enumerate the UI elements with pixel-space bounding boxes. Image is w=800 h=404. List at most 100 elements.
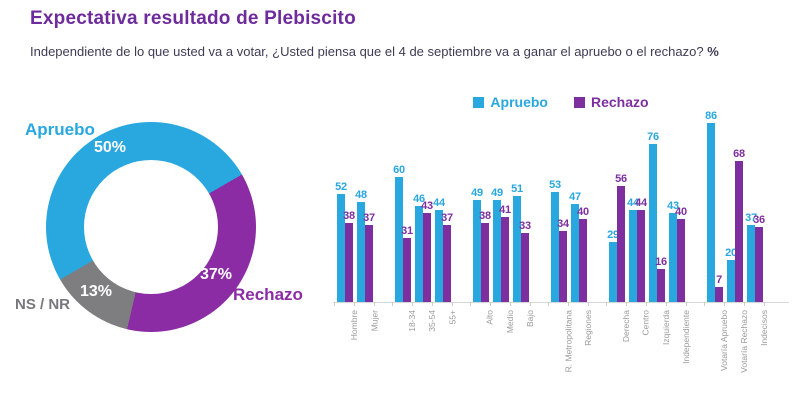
bar-apruebo: 76: [647, 132, 659, 302]
bar-rechazo: 41: [499, 205, 511, 302]
bar-category: 51 33 Bajo: [510, 110, 535, 327]
bar-value-label: 34: [557, 218, 569, 230]
bar-apruebo: 53: [549, 180, 561, 302]
bar-category: 29 56 Derecha: [606, 110, 631, 342]
bar-apruebo: 48: [355, 190, 367, 302]
bar-value-label: 40: [577, 206, 589, 218]
category-axis-label: Bajo: [525, 310, 535, 328]
bar-rechazo: 7: [715, 275, 723, 302]
bar-value-label: 68: [733, 148, 745, 160]
bar-value-label: 47: [569, 191, 581, 203]
category-axis-label: Regiones: [583, 310, 593, 346]
bar-value-label: 41: [499, 204, 511, 216]
bar-apruebo: 60: [393, 165, 405, 302]
bar-rechazo: 37: [441, 213, 453, 302]
category-axis-label: R. Metropolitana: [563, 310, 573, 373]
bar-value-label: 7: [716, 274, 722, 286]
donut-label-apruebo: Apruebo: [25, 120, 95, 139]
bar-value-label: 86: [705, 110, 717, 122]
donut-value-nsnr: 13%: [80, 283, 113, 300]
bar-rechazo: 31: [401, 226, 413, 302]
bar-value-label: 33: [519, 220, 531, 232]
bar-apruebo: 37: [745, 213, 757, 302]
bar-rechazo: 40: [577, 207, 589, 302]
bar-value-label: 52: [335, 181, 347, 193]
bar-rechazo: 38: [479, 211, 491, 302]
bar-rechazo: 34: [557, 219, 569, 302]
bar-value-label: 37: [363, 212, 375, 224]
bar-group: 53 34 R. Metropolitana 47 40 Regiones: [548, 110, 593, 372]
bar-value-label: 37: [441, 212, 453, 224]
bar-rechazo: 56: [615, 174, 627, 302]
bar-category: 49 41 Medio: [490, 110, 515, 333]
legend-swatch-rechazo: [573, 96, 585, 108]
bar-rechazo: 38: [343, 211, 355, 302]
bar-apruebo: 52: [335, 182, 347, 302]
bar-rechazo: 40: [675, 207, 687, 302]
bar-value-label: 20: [725, 247, 737, 259]
bar-category: 44 37 55+: [432, 110, 457, 324]
bar-category: 43 40 Independiente: [666, 110, 691, 364]
bar-category: 49 38 Alto: [470, 110, 495, 325]
subtitle-text: Independiente de lo que usted va a votar…: [30, 44, 704, 59]
page-title: Expectativa resultado de Plebiscito: [30, 8, 356, 29]
bar-group: 29 56 Derecha 44 44 Centro 76 16 Izquierda 43 40 In…: [606, 110, 691, 364]
bar-group: 60 31 18-34 46 43 35-54 44 37 55+: [392, 110, 457, 332]
bar-category: 44 44 Centro: [626, 110, 651, 336]
donut-value-apruebo: 50%: [94, 139, 127, 156]
bar-value-label: 37: [745, 212, 757, 224]
bar-group: 49 38 Alto 49 41 Medio 51 33 Bajo: [470, 110, 535, 333]
bar-value-label: 44: [433, 197, 445, 209]
bar-apruebo: 51: [511, 184, 523, 302]
bar-value-label: 40: [675, 206, 687, 218]
bar-value-label: 53: [549, 179, 561, 191]
bar-value-label: 29: [607, 229, 619, 241]
bar-value-label: 44: [627, 197, 639, 209]
category-axis-label: Votaría Rechazo: [739, 310, 749, 373]
bar-apruebo: 29: [607, 230, 619, 302]
bar-rechazo: 44: [635, 198, 647, 302]
category-axis-label: Medio: [505, 310, 515, 334]
chart-legend: Apruebo Rechazo: [333, 94, 789, 110]
category-axis-label: 55+: [447, 310, 457, 325]
bar-category: 47 40 Regiones: [568, 110, 593, 346]
bar-chart: Apruebo Rechazo 52 38 Hombre 48 37 Mujer 60 31 1…: [333, 94, 789, 373]
page-subtitle: Independiente de lo que usted va a votar…: [30, 44, 719, 59]
bar-value-label: 49: [491, 187, 503, 199]
bar-category: 86 7 Votaría Apruebo: [704, 110, 729, 371]
bar-category: 76 16 Izquierda: [646, 110, 671, 345]
bar-value-label: 36: [753, 214, 765, 226]
legend-label-rechazo: Rechazo: [590, 94, 649, 110]
category-axis-label: Hombre: [349, 310, 359, 341]
bar-value-label: 38: [343, 210, 355, 222]
bar-apruebo: 86: [705, 111, 717, 302]
category-axis-label: 18-34: [407, 310, 417, 332]
bar-apruebo: 47: [569, 192, 581, 302]
category-axis-label: Votaría Apruebo: [719, 310, 729, 371]
donut-label-nsnr: NS / NR: [15, 296, 71, 313]
bar-category: 60 31 18-34: [392, 110, 417, 332]
bar-rechazo: 37: [363, 213, 375, 302]
bar-group: 52 38 Hombre 48 37 Mujer: [334, 110, 379, 340]
bar-value-label: 48: [355, 189, 367, 201]
bar-value-label: 60: [393, 164, 405, 176]
bar-value-label: 51: [511, 183, 523, 195]
donut-label-rechazo: Rechazo: [233, 285, 303, 304]
bar-value-label: 46: [413, 193, 425, 205]
bar-plot: 52 38 Hombre 48 37 Mujer 60 31 18-34 46 43 35-54 44 3…: [333, 110, 789, 373]
category-axis-label: Mujer: [369, 310, 379, 332]
legend-item-apruebo: Apruebo: [473, 94, 548, 110]
bar-rechazo: 16: [655, 257, 667, 302]
bar-group: 86 7 Votaría Apruebo 20 68 Votaría Rechazo 37 3…: [704, 110, 769, 373]
bar-category: 52 38 Hombre: [334, 110, 359, 340]
bar-category: 46 43 35-54: [412, 110, 437, 332]
bar-value-label: 49: [471, 187, 483, 199]
bar-apruebo: 44: [433, 198, 445, 302]
legend-item-rechazo: Rechazo: [573, 94, 649, 110]
bar-value-label: 43: [421, 200, 433, 212]
donut-value-rechazo: 37%: [200, 266, 233, 283]
bar-apruebo: 49: [491, 188, 503, 302]
bar-rechazo: 33: [519, 221, 531, 302]
bar-rechazo: 43: [421, 201, 433, 302]
